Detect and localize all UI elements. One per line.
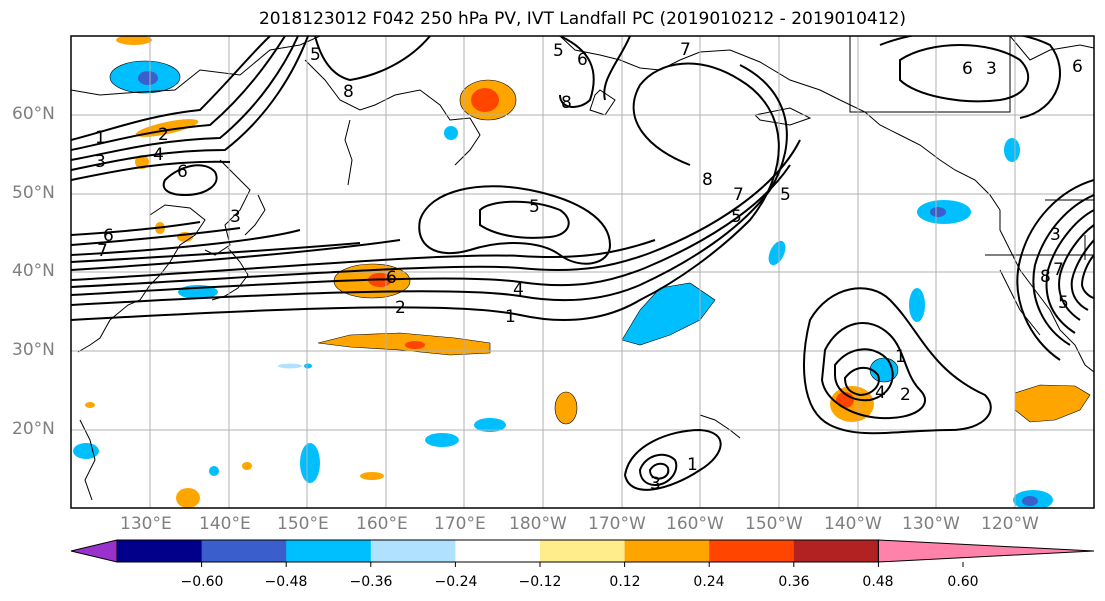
contour-label: 7 bbox=[97, 241, 108, 261]
contour-label: 2 bbox=[395, 298, 406, 318]
contour-label: 6 bbox=[577, 50, 588, 70]
contour-label: 2 bbox=[900, 385, 911, 405]
contour-label: 8 bbox=[702, 170, 713, 190]
contour-label: 5 bbox=[310, 45, 321, 65]
coastlines bbox=[71, 36, 1094, 501]
contour-label: 3 bbox=[1050, 225, 1061, 245]
colorbar-tick-label: 0.24 bbox=[693, 574, 725, 590]
gridlines bbox=[71, 36, 1094, 508]
lon-label: 150°E bbox=[277, 514, 329, 534]
contour-label: 8 bbox=[343, 82, 354, 102]
colorbar-tick-label: 0.36 bbox=[778, 574, 810, 590]
lon-label: 130°W bbox=[902, 514, 960, 534]
contour-label: 7 bbox=[1053, 260, 1064, 280]
colorbar-segment bbox=[201, 540, 287, 562]
lon-label: 170°W bbox=[588, 514, 646, 534]
colorbar-segment bbox=[624, 540, 710, 562]
lon-label: 120°W bbox=[981, 514, 1039, 534]
contour-label: 6 bbox=[177, 162, 188, 182]
contour-label: 1 bbox=[505, 307, 516, 327]
colorbar-tick-label: −0.60 bbox=[180, 574, 224, 590]
colorbar-tick-label: 0.48 bbox=[862, 574, 894, 590]
contour-label: 8 bbox=[561, 93, 572, 113]
ivt-contours bbox=[71, 36, 1094, 491]
map-title: 2018123012 F042 250 hPa PV, IVT Landfall… bbox=[258, 9, 906, 29]
contour-label: 5 bbox=[780, 185, 791, 205]
colorbar bbox=[70, 539, 1095, 567]
colorbar-segment bbox=[793, 540, 879, 562]
contour-label: 6 bbox=[962, 59, 973, 79]
contour-label: 3 bbox=[95, 152, 106, 172]
colorbar-tick-label: −0.24 bbox=[434, 574, 478, 590]
contour-label: 8 bbox=[1040, 267, 1051, 287]
colorbar-tick-label: 0.60 bbox=[947, 574, 979, 590]
contour-label: 4 bbox=[875, 383, 886, 403]
colorbar-extend-high bbox=[877, 539, 1095, 563]
lat-label: 30°N bbox=[12, 340, 55, 360]
lon-label: 130°E bbox=[120, 514, 172, 534]
lon-label: 140°W bbox=[824, 514, 882, 534]
lon-label: 170°E bbox=[434, 514, 486, 534]
contour-label: 6 bbox=[1072, 57, 1083, 77]
contour-label: 5 bbox=[553, 41, 564, 61]
colorbar-tick-label: −0.48 bbox=[264, 574, 308, 590]
colorbar-segment bbox=[709, 540, 795, 562]
contour-label: 4 bbox=[153, 145, 164, 165]
contour-label: 5 bbox=[529, 197, 540, 217]
map-panel: 1 2 4 3 6 6 7 5 5 6 7 8 5 8 8 7 5 5 6 4 … bbox=[71, 36, 1094, 508]
colorbar-tick-label: −0.12 bbox=[518, 574, 562, 590]
contour-label: 1 bbox=[895, 347, 906, 367]
contour-labels: 1 2 4 3 6 6 7 5 5 6 7 8 5 8 8 7 5 5 6 4 … bbox=[95, 40, 1083, 494]
contour-label: 5 bbox=[731, 207, 742, 227]
colorbar-segment bbox=[455, 540, 541, 562]
contour-label: 2 bbox=[158, 125, 169, 145]
lon-label: 180°W bbox=[509, 514, 567, 534]
colorbar-segment bbox=[117, 540, 203, 562]
lon-label: 160°E bbox=[356, 514, 408, 534]
contour-label: 3 bbox=[986, 59, 997, 79]
contour-label: 1 bbox=[95, 128, 106, 148]
colorbar-tick-label: −0.36 bbox=[349, 574, 393, 590]
map-frame bbox=[70, 35, 1095, 509]
colorbar-extend-low bbox=[70, 539, 118, 563]
colorbar-frame bbox=[116, 539, 879, 563]
contour-label: 6 bbox=[103, 226, 114, 246]
lat-label: 50°N bbox=[12, 183, 55, 203]
contour-label: 3 bbox=[230, 207, 241, 227]
lon-label: 150°W bbox=[745, 514, 803, 534]
lat-label: 60°N bbox=[12, 104, 55, 124]
lat-label: 40°N bbox=[12, 261, 55, 281]
lon-label: 140°E bbox=[199, 514, 251, 534]
contour-label: 5 bbox=[1058, 293, 1069, 313]
colorbar-tick-label: 0.12 bbox=[609, 574, 641, 590]
contour-label: 4 bbox=[513, 280, 524, 300]
colorbar-segment bbox=[370, 540, 456, 562]
lat-label: 20°N bbox=[12, 419, 55, 439]
contour-label: 7 bbox=[680, 40, 691, 60]
colorbar-segment bbox=[286, 540, 372, 562]
colorbar-segment bbox=[540, 540, 626, 562]
lon-label: 160°W bbox=[666, 514, 724, 534]
contour-label: 6 bbox=[386, 268, 397, 288]
contour-label: 3 bbox=[650, 474, 661, 494]
contour-label: 7 bbox=[733, 185, 744, 205]
contour-label: 1 bbox=[687, 455, 698, 475]
